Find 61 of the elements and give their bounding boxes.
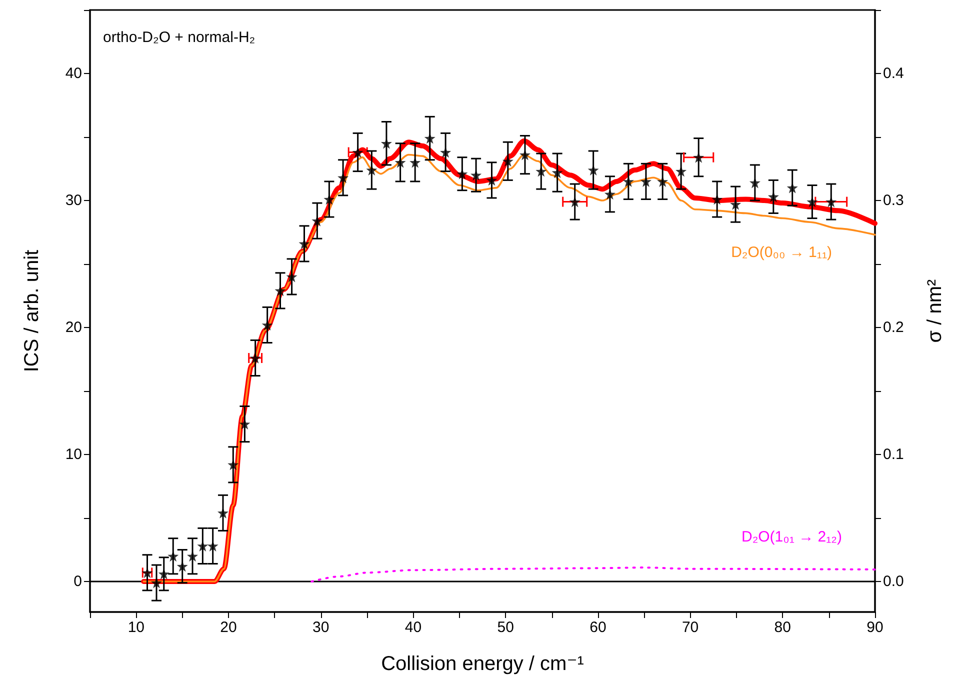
point (519, 149, 530, 160)
point (207, 540, 218, 552)
point (176, 560, 188, 572)
y-axis-title: ICS / arb. unit (21, 249, 43, 372)
point (324, 194, 335, 205)
x-tick-label: 60 (590, 619, 606, 636)
x-tick-label: 50 (497, 619, 514, 636)
point (604, 188, 616, 200)
point (712, 194, 723, 205)
point (806, 196, 818, 208)
y2-tick-label: 0.1 (883, 446, 904, 464)
x-tick-label: 10 (128, 619, 145, 636)
line-series (310, 566, 876, 583)
x-tick-label: 80 (774, 619, 791, 636)
y-tick-label: 20 (65, 319, 82, 336)
point (158, 568, 170, 580)
point (552, 167, 563, 178)
point (502, 156, 514, 167)
point (239, 418, 250, 430)
point (440, 146, 452, 158)
x-tick-label: 20 (220, 619, 237, 636)
x-tick-label: 90 (866, 619, 884, 636)
point (693, 152, 704, 163)
point (187, 550, 198, 562)
y-tick-label: 30 (65, 192, 82, 210)
y2-tick-label: 0.3 (883, 192, 904, 210)
y-tick-label: 10 (65, 446, 82, 464)
series-label: D₂O(0₀₀ → 1₁₁) (731, 244, 832, 261)
point (749, 177, 760, 188)
point (228, 459, 239, 470)
y-tick-label: 40 (65, 65, 82, 82)
series-label: D₂O(1₀₁ → 2₁₂) (741, 528, 842, 546)
point (569, 196, 580, 208)
x-tick-label: 30 (312, 619, 330, 636)
point (352, 146, 364, 158)
y2-tick-label: 0.2 (883, 319, 904, 336)
y2-tick-label: 0.4 (883, 65, 904, 82)
x-tick-label: 40 (404, 619, 422, 636)
annotation: ortho-D₂O + normal-H₂ (103, 29, 256, 46)
point (768, 191, 779, 202)
point (366, 164, 378, 176)
point (286, 271, 298, 282)
point (786, 182, 798, 194)
point (588, 164, 599, 176)
point (338, 172, 349, 184)
x-tick-label: 70 (682, 619, 699, 636)
point (676, 166, 687, 177)
x-axis-title: Collision energy / cm⁻¹ (381, 653, 584, 675)
point (312, 215, 323, 226)
y2-tick-label: 0.0 (883, 573, 904, 590)
point (168, 550, 179, 562)
point (262, 319, 273, 330)
point (424, 132, 436, 144)
y2-axis-title: σ / nm² (924, 278, 946, 343)
point (826, 196, 837, 208)
point (410, 156, 421, 168)
point (470, 170, 482, 181)
point (394, 156, 406, 168)
y-tick-label: 0 (74, 573, 82, 590)
point (456, 168, 468, 180)
point (536, 166, 547, 177)
